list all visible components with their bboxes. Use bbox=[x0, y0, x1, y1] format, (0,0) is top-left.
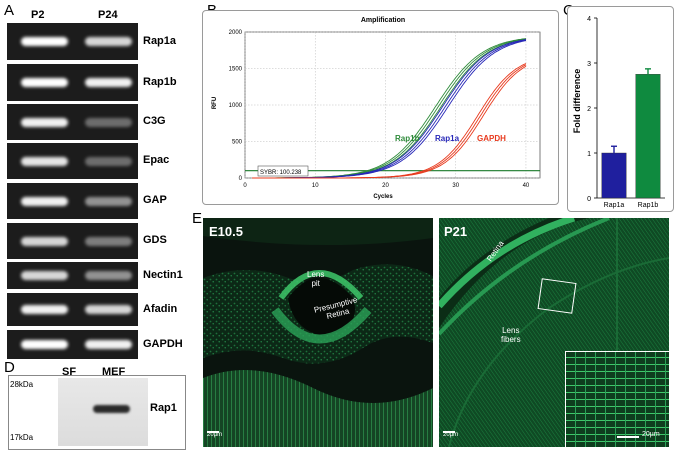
x-axis-label: Cycles bbox=[373, 194, 393, 200]
gel-lane bbox=[7, 104, 138, 140]
inset-magnified bbox=[565, 351, 669, 447]
gel-lane bbox=[7, 262, 138, 289]
gel-column-p2: P2 bbox=[31, 9, 45, 21]
amplification-chart: Amplification RFU Cycles 0 10 20 30 40 0 500 10… bbox=[212, 17, 541, 200]
bar-y-tick-label: 0 bbox=[587, 196, 591, 203]
blot-column-mef: MEF bbox=[102, 366, 126, 378]
gel-lane bbox=[7, 183, 138, 219]
label-lens-pit: Lens pit bbox=[307, 270, 325, 288]
bar-y-tick-label: 3 bbox=[587, 61, 591, 68]
gel-band-p2 bbox=[21, 271, 68, 280]
chart-title: Amplification bbox=[361, 17, 405, 24]
gel-label: C3G bbox=[143, 115, 166, 127]
x-tick-label: 10 bbox=[312, 183, 319, 189]
bar-y-tick-label: 4 bbox=[587, 16, 591, 23]
x-tick-label: 40 bbox=[523, 183, 530, 189]
fold-difference-chart: Fold difference 0 1 2 3 4 Rap1a Rap1b bbox=[572, 16, 665, 209]
gel-label: GDS bbox=[143, 234, 167, 246]
gel-band-p24 bbox=[85, 305, 132, 314]
gel-band-p24 bbox=[85, 78, 132, 87]
scale-label-inset: 20µm bbox=[642, 431, 660, 438]
gel-lane bbox=[7, 293, 138, 326]
e10-5-tissue bbox=[203, 218, 433, 447]
y-tick-label: 0 bbox=[239, 176, 243, 182]
scale-bar-inset bbox=[617, 436, 639, 438]
blot-column-sf: SF bbox=[62, 366, 77, 378]
panel-e-letter: E bbox=[192, 210, 203, 227]
bar-rap1b bbox=[635, 74, 661, 199]
mw-marker-28: 28kDa bbox=[10, 380, 34, 389]
zoom-box bbox=[537, 278, 577, 314]
gel-lane bbox=[7, 23, 138, 60]
gel-label: Rap1b bbox=[143, 75, 177, 88]
micrograph-e10-5: E10.5 Lens pit Presumptive Retina 20µm bbox=[203, 218, 433, 447]
gel-label: Nectin1 bbox=[143, 268, 183, 281]
gel-band-p24 bbox=[85, 37, 132, 46]
bar-y-tick-label: 2 bbox=[587, 106, 591, 113]
bar-rap1a bbox=[601, 152, 627, 199]
label-lens-fibers: Lens fibers bbox=[501, 326, 521, 344]
gel-label: GAPDH bbox=[143, 337, 183, 350]
x-tick-label: 0 bbox=[243, 183, 247, 189]
series-label-rap1b: Rap1b bbox=[395, 134, 420, 143]
gel-lane bbox=[7, 64, 138, 101]
gel-lane bbox=[7, 330, 138, 359]
gel-column-p24: P24 bbox=[98, 9, 118, 21]
gel-label: Afadin bbox=[143, 302, 178, 315]
y-tick-label: 1500 bbox=[229, 67, 243, 73]
scale-label-e10-5: 20µm bbox=[207, 432, 223, 438]
gel-band-p24 bbox=[85, 271, 132, 280]
scale-bar-e10-5 bbox=[207, 431, 219, 433]
panel-d-letter: D bbox=[4, 359, 15, 376]
gel-band-p2 bbox=[21, 78, 68, 87]
gel-band-p24 bbox=[85, 196, 132, 206]
gel-band-p24 bbox=[85, 236, 132, 246]
blot-band-rap1 bbox=[93, 405, 130, 413]
threshold-label: SYBR: 100.238 bbox=[260, 170, 302, 176]
bar-y-tick-label: 1 bbox=[587, 151, 591, 158]
x-tick-label: 20 bbox=[382, 183, 389, 189]
y-tick-label: 2000 bbox=[229, 30, 243, 36]
gel-band-p24 bbox=[85, 156, 132, 166]
y-tick-label: 1000 bbox=[229, 103, 243, 109]
gel-band-p2 bbox=[21, 305, 68, 314]
series-label-gapdh: GAPDH bbox=[477, 134, 506, 143]
y-tick-label: 500 bbox=[232, 140, 243, 146]
bar-category-label: Rap1b bbox=[638, 202, 659, 209]
gel-band-p2 bbox=[21, 117, 68, 127]
gel-label: Rap1a bbox=[143, 34, 177, 47]
gel-label: Epac bbox=[143, 154, 170, 166]
bar-category-label: Rap1a bbox=[604, 202, 625, 209]
gel-band-p24 bbox=[85, 340, 132, 349]
stage-label-p21: P21 bbox=[444, 224, 468, 239]
blot-band-label: Rap1 bbox=[150, 402, 177, 414]
gel-band-p2 bbox=[21, 37, 68, 46]
stage-label-e10-5: E10.5 bbox=[209, 224, 243, 239]
y-axis-label: RFU bbox=[212, 97, 218, 109]
x-tick-label: 30 bbox=[452, 183, 459, 189]
gel-band-p2 bbox=[21, 156, 68, 166]
series-line-gapdh bbox=[252, 65, 527, 179]
gel-band-p24 bbox=[85, 117, 132, 127]
gel-label: GAP bbox=[143, 194, 167, 206]
gel-lane bbox=[7, 143, 138, 179]
gel-lane bbox=[7, 223, 138, 259]
mw-marker-17: 17kDa bbox=[10, 433, 34, 442]
threshold-box: SYBR: 100.238 bbox=[257, 165, 309, 177]
gel-band-p2 bbox=[21, 236, 68, 246]
bar-y-axis-label: Fold difference bbox=[572, 69, 582, 134]
series-label-rap1a: Rap1a bbox=[435, 134, 460, 143]
micrograph-p21: P21 Retina Lens fibers 20µm 20µm bbox=[439, 218, 669, 447]
panel-a-letter: A bbox=[4, 2, 15, 19]
gel-band-p2 bbox=[21, 340, 68, 349]
scale-label-p21: 20µm bbox=[443, 432, 459, 438]
gel-band-p2 bbox=[21, 196, 68, 206]
scale-bar-p21 bbox=[443, 431, 455, 433]
